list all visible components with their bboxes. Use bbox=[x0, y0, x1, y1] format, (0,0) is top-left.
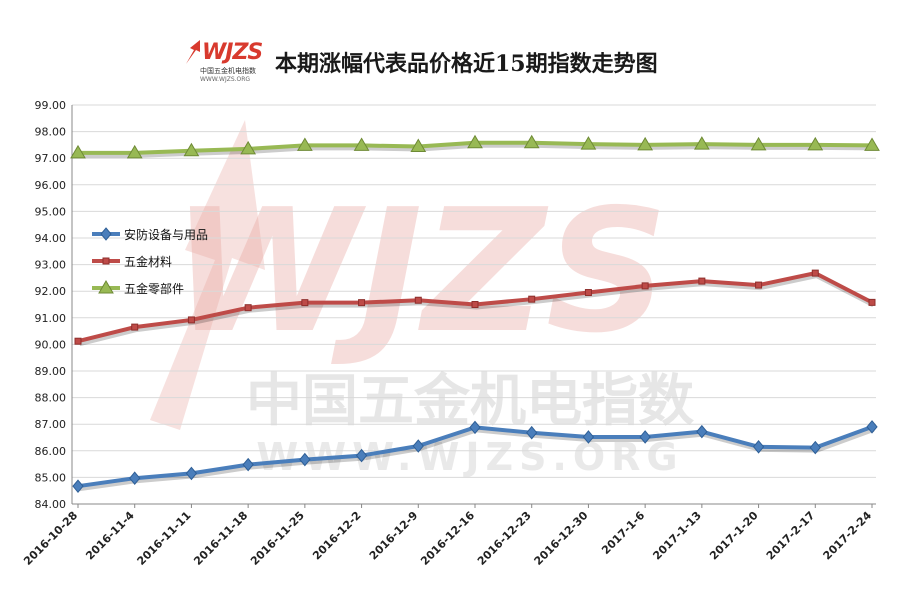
data-point bbox=[528, 295, 536, 303]
y-tick-label: 90.00 bbox=[35, 338, 67, 351]
data-point bbox=[469, 420, 481, 435]
data-point bbox=[244, 304, 252, 312]
x-tick-label: 2017-1-13 bbox=[650, 509, 704, 563]
data-point bbox=[299, 452, 311, 467]
data-point bbox=[301, 299, 309, 307]
x-tick-label: 2016-11-25 bbox=[248, 509, 307, 568]
data-point bbox=[102, 257, 110, 265]
data-point bbox=[240, 140, 257, 155]
data-point bbox=[358, 299, 366, 307]
x-tick-label: 2017-1-6 bbox=[599, 509, 647, 557]
x-tick-label: 2016-11-4 bbox=[83, 509, 137, 563]
data-point bbox=[70, 144, 86, 159]
data-point bbox=[129, 471, 141, 485]
data-point bbox=[582, 430, 595, 444]
y-tick-label: 89.00 bbox=[35, 365, 67, 378]
data-point bbox=[637, 136, 654, 151]
y-tick-label: 97.00 bbox=[35, 152, 67, 165]
y-tick-label: 99.00 bbox=[35, 99, 67, 112]
watermark-letters: WJZS bbox=[172, 173, 668, 371]
data-point bbox=[580, 136, 597, 150]
x-tick-label: 2016-12-9 bbox=[367, 509, 421, 563]
data-point bbox=[100, 227, 112, 241]
data-point bbox=[242, 457, 254, 472]
logo-subtitle: 中国五金机电指数 bbox=[200, 67, 256, 75]
data-point bbox=[868, 298, 876, 306]
data-point bbox=[693, 136, 710, 150]
logo-arrow-icon bbox=[186, 40, 200, 64]
watermark-cn-text: 中国五金机电指数 bbox=[246, 369, 694, 434]
x-tick-label: 2016-12-2 bbox=[310, 509, 364, 563]
y-tick-label: 91.00 bbox=[35, 312, 67, 325]
data-point bbox=[185, 466, 198, 481]
data-point bbox=[639, 430, 651, 444]
data-point bbox=[523, 134, 540, 149]
data-point bbox=[296, 137, 313, 151]
data-point bbox=[353, 137, 370, 151]
data-point bbox=[696, 424, 708, 439]
y-tick-label: 93.00 bbox=[35, 259, 67, 272]
data-point bbox=[126, 144, 143, 159]
data-point bbox=[187, 316, 195, 324]
y-tick-label: 95.00 bbox=[35, 205, 67, 218]
x-tick-label: 2017-2-24 bbox=[821, 509, 875, 563]
data-point bbox=[72, 479, 84, 493]
x-tick-label: 2016-11-11 bbox=[135, 509, 194, 568]
x-tick-label: 2016-10-28 bbox=[21, 509, 80, 568]
x-tick-label: 2017-2-17 bbox=[764, 509, 818, 563]
data-point bbox=[809, 440, 821, 455]
series-diamond bbox=[72, 420, 878, 493]
data-point bbox=[183, 142, 200, 157]
logo-text: WJZS bbox=[202, 40, 263, 65]
data-point bbox=[467, 134, 483, 149]
data-point bbox=[414, 296, 422, 304]
data-point bbox=[811, 269, 819, 277]
data-point bbox=[355, 448, 368, 463]
y-tick-label: 87.00 bbox=[35, 418, 67, 431]
data-point bbox=[131, 323, 139, 331]
legend-label: 安防设备与用品 bbox=[124, 227, 208, 242]
data-point bbox=[98, 280, 114, 294]
x-tick-label: 2016-12-16 bbox=[418, 509, 477, 568]
data-point bbox=[752, 440, 765, 454]
series-layer bbox=[70, 134, 880, 493]
data-point bbox=[864, 137, 880, 151]
y-tick-label: 96.00 bbox=[35, 179, 67, 192]
series-triangle bbox=[70, 134, 880, 159]
data-point bbox=[807, 136, 824, 151]
x-tick-label: 2016-12-23 bbox=[475, 509, 534, 568]
logo-url: WWW.WJZS.ORG bbox=[200, 76, 251, 83]
data-point bbox=[526, 425, 538, 440]
legend-label: 五金材料 bbox=[124, 254, 172, 269]
data-point bbox=[755, 281, 763, 289]
series-square bbox=[74, 269, 876, 347]
data-point bbox=[410, 138, 427, 152]
data-point bbox=[412, 439, 424, 453]
chart-title: 本期涨幅代表品价格近15期指数走势图 bbox=[275, 51, 658, 77]
data-point bbox=[584, 289, 592, 297]
y-tick-label: 92.00 bbox=[35, 285, 67, 298]
data-point bbox=[866, 420, 878, 434]
y-tick-label: 98.00 bbox=[35, 126, 67, 139]
y-tick-label: 86.00 bbox=[35, 445, 67, 458]
y-tick-label: 85.00 bbox=[35, 471, 67, 484]
y-tick-label: 84.00 bbox=[35, 498, 67, 511]
data-point bbox=[641, 282, 649, 290]
legend-label: 五金零部件 bbox=[124, 281, 184, 296]
data-point bbox=[750, 136, 767, 151]
x-tick-label: 2016-12-30 bbox=[532, 509, 591, 568]
y-tick-label: 88.00 bbox=[35, 392, 67, 405]
x-tick-label: 2016-11-18 bbox=[191, 509, 250, 568]
y-tick-label: 94.00 bbox=[35, 232, 67, 245]
watermark-arrow bbox=[150, 120, 265, 430]
data-point bbox=[698, 277, 706, 285]
wjzs-logo: WJZS 中国五金机电指数 WWW.WJZS.ORG bbox=[180, 34, 266, 84]
x-tick-label: 2017-1-20 bbox=[707, 509, 761, 563]
data-point bbox=[74, 337, 82, 345]
data-point bbox=[471, 301, 479, 308]
